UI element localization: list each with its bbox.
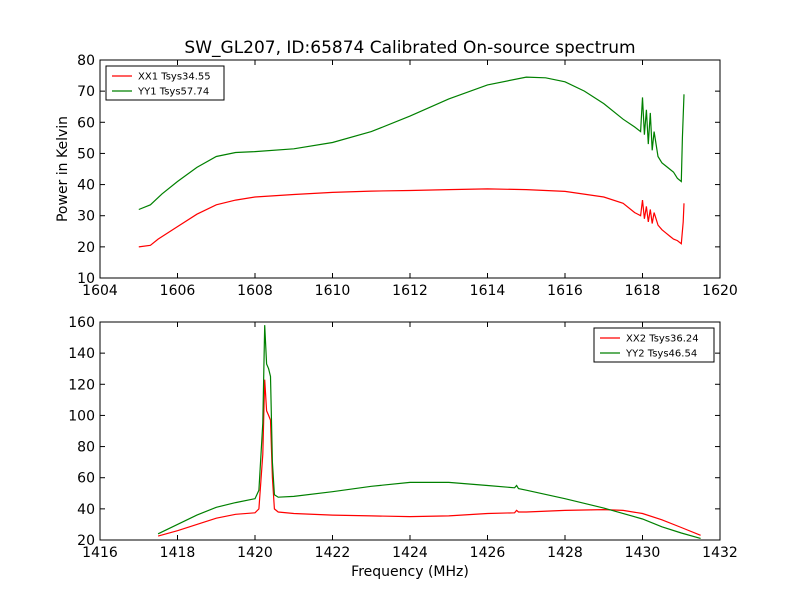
bottom-x-tick-label: 1428 <box>547 545 583 561</box>
bottom-y-tick-label: 140 <box>68 346 95 362</box>
bottom-legend-label-1: YY2 Tsys46.54 <box>625 349 697 360</box>
bottom-y-tick-label: 40 <box>77 502 95 518</box>
top-legend-label-1: YY1 Tsys57.74 <box>137 87 209 98</box>
top-legend-label-0: XX1 Tsys34.55 <box>138 72 211 83</box>
top-y-tick-label: 50 <box>77 146 95 162</box>
x-axis-label: Frequency (MHz) <box>351 564 469 580</box>
bottom-x-tick-label: 1424 <box>392 545 428 561</box>
top-y-tick-label: 30 <box>77 209 95 225</box>
top-y-tick-label: 60 <box>77 115 95 131</box>
top-y-tick-label: 40 <box>77 178 95 194</box>
bottom-x-tick-label: 1422 <box>315 545 351 561</box>
bottom-x-tick-label: 1416 <box>82 545 118 561</box>
bottom-legend-label-0: XX2 Tsys36.24 <box>626 334 699 345</box>
plot-top: 1604 1606 1608 1610 1612 1614 1616 1618 1620 10 20… <box>77 53 738 299</box>
bottom-y-tick-label: 20 <box>77 533 95 549</box>
bottom-series-line-0 <box>157 379 701 537</box>
bottom-y-tick-label: 80 <box>77 440 95 456</box>
bottom-y-tick-label: 160 <box>68 315 95 331</box>
top-x-tick-label: 1614 <box>470 283 506 299</box>
bottom-y-tick-label: 100 <box>68 408 95 424</box>
top-legend-box <box>105 65 225 101</box>
top-x-tick-label: 1612 <box>392 283 428 299</box>
top-x-tick-label: 1620 <box>702 283 738 299</box>
bottom-x-tick-label: 1432 <box>702 545 738 561</box>
top-x-tick-label: 1604 <box>82 283 118 299</box>
chart-title: SW_GL207, ID:65874 Calibrated On-source … <box>184 38 635 58</box>
bottom-x-tick-label: 1430 <box>625 545 661 561</box>
top-x-tick-label: 1606 <box>160 283 196 299</box>
top-x-tick-label: 1616 <box>547 283 583 299</box>
top-y-tick-label: 20 <box>77 240 95 256</box>
bottom-y-tick-label: 60 <box>77 471 95 487</box>
plot-bottom: 1416 1418 1420 1422 1424 1426 1428 1430 1432 20 40… <box>68 315 738 561</box>
top-series-line-0 <box>138 188 685 248</box>
bottom-x-tick-label: 1418 <box>160 545 196 561</box>
top-y-tick-label: 10 <box>77 271 95 287</box>
top-x-tick-label: 1610 <box>315 283 351 299</box>
bottom-legend-box <box>593 327 715 363</box>
top-y-tick-label: 80 <box>77 53 95 69</box>
bottom-legend: XX2 Tsys36.24 YY2 Tsys46.54 <box>593 327 715 363</box>
y-axis-label: Power in Kelvin <box>55 116 71 222</box>
bottom-series-line-1 <box>157 325 701 539</box>
top-x-tick-label: 1608 <box>237 283 273 299</box>
bottom-x-tick-label: 1426 <box>470 545 506 561</box>
top-series-line-1 <box>138 76 685 211</box>
bottom-y-tick-label: 120 <box>68 377 95 393</box>
top-legend: XX1 Tsys34.55 YY1 Tsys57.74 <box>105 65 225 101</box>
top-x-tick-label: 1618 <box>625 283 661 299</box>
bottom-x-tick-label: 1420 <box>237 545 273 561</box>
top-y-tick-label: 70 <box>77 84 95 100</box>
